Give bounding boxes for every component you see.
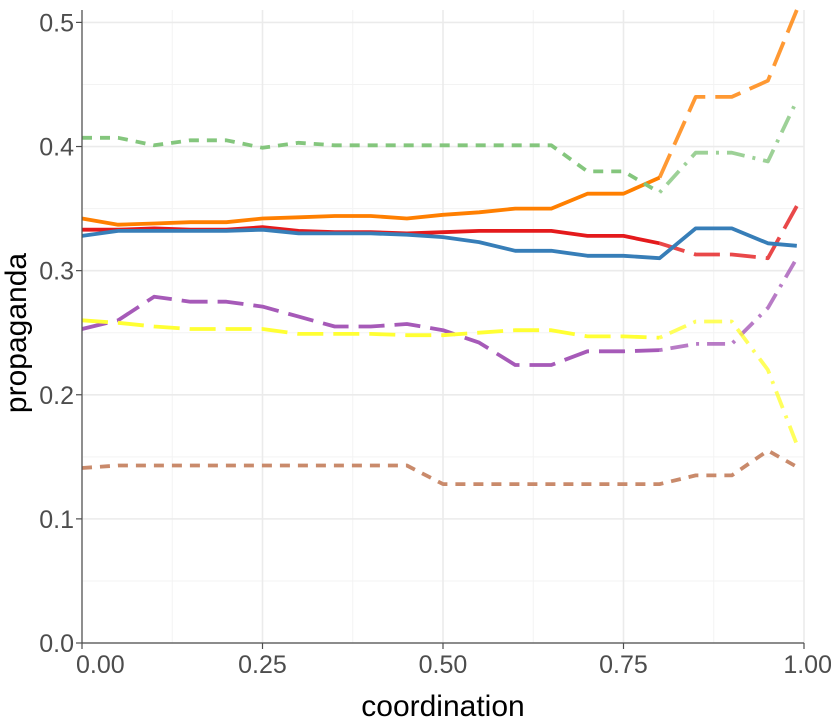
x-tick-label: 0.00 xyxy=(76,651,125,679)
series-line-segment xyxy=(81,226,797,261)
series-line-segment xyxy=(81,294,660,367)
series-lines xyxy=(81,9,799,486)
y-tick-label: 0.5 xyxy=(39,9,74,37)
axes xyxy=(76,10,805,649)
grid-lines xyxy=(81,10,805,644)
x-tick-label: 0.50 xyxy=(419,651,468,679)
y-tick-label: 0.2 xyxy=(39,382,74,410)
series-line-segment xyxy=(659,257,799,352)
series-line-segment xyxy=(658,319,799,446)
series-line xyxy=(81,9,799,227)
series-line xyxy=(81,226,797,261)
x-axis-title: coordination xyxy=(361,690,524,723)
series-line xyxy=(82,99,799,195)
series-line xyxy=(81,318,799,446)
series-line-segment xyxy=(82,135,661,195)
series-line-segment xyxy=(81,318,660,340)
series-line-segment xyxy=(81,175,661,227)
x-tick-label: 0.25 xyxy=(238,651,287,679)
y-tick-label: 0.4 xyxy=(39,134,74,162)
y-tick-labels: 0.0 0.1 0.2 0.3 0.4 0.5 xyxy=(39,9,74,658)
series-line-segment xyxy=(659,205,799,261)
series-line-segment xyxy=(658,99,799,194)
y-tick-label: 0.1 xyxy=(39,506,74,534)
series-line-segment xyxy=(657,9,799,179)
x-tick-label: 1.00 xyxy=(783,651,831,679)
y-tick-label: 0.3 xyxy=(39,258,74,286)
series-line-segment xyxy=(81,448,798,486)
x-tick-labels: 0.00 0.25 0.50 0.75 1.00 xyxy=(76,651,831,679)
y-axis-title: propaganda xyxy=(0,253,33,413)
series-line xyxy=(81,448,798,486)
x-tick-label: 0.75 xyxy=(599,651,648,679)
series-line xyxy=(81,257,799,367)
y-tick-label: 0.0 xyxy=(39,630,74,658)
